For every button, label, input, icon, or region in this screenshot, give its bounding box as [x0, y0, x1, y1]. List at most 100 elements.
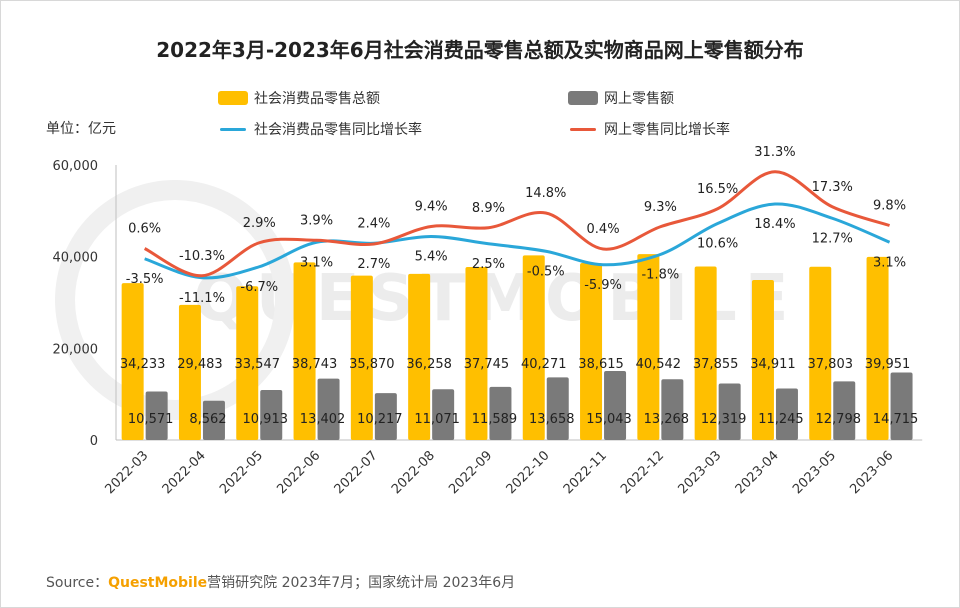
- y-tick-label: 20,000: [53, 342, 99, 357]
- bar-total: [694, 266, 717, 440]
- source-prefix: Source：: [46, 575, 109, 591]
- label-online-growth: 9.3%: [644, 200, 677, 215]
- x-tick-label: 2022-11: [561, 448, 610, 497]
- label-total-value: 37,803: [808, 357, 854, 372]
- source-rest: 营销研究院 2023年7月；国家统计局 2023年6月: [207, 575, 516, 591]
- bar-online: [260, 389, 283, 440]
- x-tick-label: 2022-06: [274, 448, 323, 497]
- bar-online: [489, 386, 512, 440]
- legend-label-online-growth: 网上零售同比增长率: [604, 122, 730, 138]
- bar-online: [775, 388, 798, 440]
- bar-total: [751, 279, 774, 440]
- label-total-growth: 12.7%: [812, 231, 853, 246]
- y-tick-label: 40,000: [53, 251, 99, 266]
- label-online-value: 8,562: [189, 412, 226, 427]
- label-online-growth: 17.3%: [812, 180, 853, 195]
- label-online-value: 12,319: [701, 412, 747, 427]
- bar-online: [890, 372, 913, 440]
- bar-online: [374, 393, 397, 440]
- label-total-value: 35,870: [349, 357, 395, 372]
- label-total-growth: -1.8%: [641, 268, 679, 283]
- label-online-growth: 0.4%: [587, 222, 620, 237]
- label-online-value: 13,268: [644, 412, 690, 427]
- bar-total: [293, 262, 316, 440]
- bar-total: [178, 304, 201, 440]
- label-online-value: 11,071: [414, 412, 460, 427]
- label-online-growth: 31.3%: [754, 145, 795, 160]
- bar-total: [465, 267, 488, 440]
- label-total-growth: -0.5%: [527, 264, 565, 279]
- label-online-value: 15,043: [586, 412, 632, 427]
- x-tick-label: 2022-04: [160, 448, 209, 497]
- source-brand: QuestMobile: [108, 575, 208, 591]
- label-online-value: 13,402: [300, 412, 346, 427]
- legend-item-total: 社会消费品零售总额: [218, 88, 380, 108]
- bar-total: [637, 254, 660, 440]
- label-total-growth: -11.1%: [179, 291, 225, 306]
- label-online-growth: 8.9%: [472, 201, 505, 216]
- bar-total: [236, 286, 259, 440]
- label-total-growth: -5.9%: [584, 278, 622, 293]
- legend-label-online: 网上零售额: [604, 91, 674, 107]
- label-online-growth: 3.9%: [300, 213, 333, 228]
- label-total-growth: 10.6%: [697, 237, 738, 252]
- legend-swatch-online-growth: [570, 127, 596, 131]
- legend-swatch-total-growth: [220, 127, 246, 131]
- legend-label-total: 社会消费品零售总额: [254, 91, 380, 107]
- legend-item-online-growth: 网上零售同比增长率: [570, 119, 730, 139]
- x-tick-label: 2023-06: [847, 448, 896, 497]
- unit-label: 单位：亿元: [46, 121, 116, 137]
- x-tick-label: 2022-05: [217, 448, 266, 497]
- x-tick-label: 2022-03: [102, 448, 151, 497]
- label-total-growth: 2.5%: [472, 257, 505, 272]
- x-tick-label: 2022-10: [504, 448, 553, 497]
- label-total-value: 34,911: [750, 357, 796, 372]
- label-online-growth: -10.3%: [179, 249, 225, 264]
- label-online-growth: 14.8%: [525, 186, 566, 201]
- bar-total: [866, 256, 889, 440]
- label-total-value: 29,483: [177, 357, 223, 372]
- label-online-value: 14,715: [873, 412, 919, 427]
- bar-online: [604, 371, 627, 440]
- label-online-value: 10,571: [128, 412, 174, 427]
- label-total-value: 38,615: [578, 357, 624, 372]
- label-total-value: 40,271: [521, 357, 567, 372]
- bar-total: [580, 263, 603, 440]
- label-online-value: 13,658: [529, 412, 575, 427]
- bar-total: [809, 266, 832, 440]
- label-total-value: 39,951: [865, 357, 911, 372]
- label-online-value: 10,217: [357, 412, 403, 427]
- label-online-growth: 2.4%: [357, 216, 390, 231]
- bar-total: [522, 255, 545, 440]
- bar-online: [317, 378, 340, 440]
- x-tick-label: 2023-05: [790, 448, 839, 497]
- label-online-value: 11,589: [472, 412, 518, 427]
- bar-online: [661, 379, 684, 440]
- label-online-value: 12,798: [816, 412, 862, 427]
- source-line: Source：QuestMobile营销研究院 2023年7月；国家统计局 20…: [46, 572, 515, 592]
- label-total-value: 33,547: [235, 357, 281, 372]
- label-total-value: 37,855: [693, 357, 739, 372]
- legend-item-total-growth: 社会消费品零售同比增长率: [220, 119, 422, 139]
- x-tick-label: 2022-09: [446, 448, 495, 497]
- bar-total: [408, 273, 431, 440]
- bar-online: [833, 381, 856, 440]
- watermark-logo: [55, 180, 295, 420]
- bar-total: [350, 275, 373, 440]
- label-total-growth: 3.1%: [300, 255, 333, 270]
- bar-online: [718, 383, 741, 440]
- y-tick-label: 60,000: [53, 159, 99, 174]
- chart-title: 2022年3月-2023年6月社会消费品零售总额及实物商品网上零售额分布: [156, 38, 804, 62]
- line-total-growth: [144, 202, 891, 280]
- x-tick-label: 2022-08: [389, 448, 438, 497]
- label-total-growth: -3.5%: [126, 272, 164, 287]
- label-online-value: 10,913: [243, 412, 289, 427]
- legend-label-total-growth: 社会消费品零售同比增长率: [254, 122, 422, 138]
- label-online-growth: 9.8%: [873, 199, 906, 214]
- bar-online: [145, 391, 168, 440]
- y-tick-label: 0: [90, 434, 98, 449]
- label-total-value: 40,542: [636, 357, 682, 372]
- label-online-growth: 2.9%: [243, 216, 276, 231]
- legend-item-online: 网上零售额: [568, 88, 674, 108]
